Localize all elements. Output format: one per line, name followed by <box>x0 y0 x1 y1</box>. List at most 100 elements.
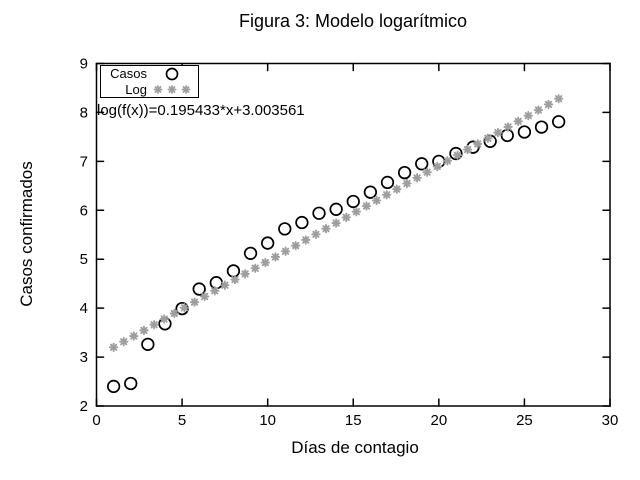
data-point-casos <box>226 264 241 278</box>
legend-markers <box>153 67 191 94</box>
data-point-log <box>250 263 260 273</box>
asterisk-arm <box>160 315 168 323</box>
data-point-log <box>280 246 291 256</box>
asterisk-arm <box>534 106 543 114</box>
asterisk-arm <box>150 321 158 329</box>
data-point-log <box>382 190 392 200</box>
y-tick-label: 5 <box>80 251 88 268</box>
data-point-log <box>351 207 362 217</box>
y-tick-label: 4 <box>80 300 88 317</box>
asterisk-arm <box>393 185 401 193</box>
data-point-log <box>442 156 453 166</box>
data-point-log <box>260 257 270 268</box>
asterisk-arm <box>312 230 320 238</box>
legend-casos-marker-icon <box>165 67 179 81</box>
data-point-log <box>422 167 432 177</box>
asterisk-arm <box>544 100 553 108</box>
x-tick-label: 25 <box>516 412 533 429</box>
data-point-log <box>119 337 129 347</box>
data-point-log <box>139 325 149 336</box>
asterisk-arm <box>180 304 189 312</box>
asterisk-arm <box>443 157 452 165</box>
data-point-log <box>159 314 169 324</box>
asterisk-arm <box>190 298 199 306</box>
data-point-casos <box>517 125 532 139</box>
data-point-log <box>523 111 533 121</box>
data-point-casos <box>329 202 343 216</box>
chart-title: Figura 3: Modelo logarítmico <box>238 11 468 31</box>
asterisk-arm <box>251 264 259 272</box>
asterisk-arm <box>130 332 138 340</box>
data-point-casos <box>552 115 566 129</box>
data-point-log <box>331 218 341 228</box>
data-point-log <box>452 150 463 160</box>
data-point-log <box>483 133 493 143</box>
asterisk-arm <box>514 117 522 125</box>
data-point-casos <box>500 128 514 143</box>
asterisk-arm <box>302 236 310 244</box>
asterisk-arm <box>170 309 178 318</box>
asterisk-arm <box>292 242 300 250</box>
data-point-log <box>321 224 331 234</box>
data-point-casos <box>295 215 309 230</box>
data-point-log <box>554 94 564 104</box>
legend-log-marker-icon <box>181 85 191 94</box>
asterisk-arm <box>383 191 391 199</box>
asterisk-arm <box>352 208 360 216</box>
data-point-log <box>462 144 473 155</box>
asterisk-arm <box>464 145 472 154</box>
data-point-log <box>402 178 412 189</box>
data-point-casos <box>415 157 429 171</box>
data-point-log <box>361 201 372 211</box>
series-log <box>108 94 564 352</box>
data-point-casos <box>243 246 258 260</box>
asterisk-arm <box>453 151 462 159</box>
y-tick-label: 2 <box>80 398 88 415</box>
data-point-log <box>220 280 230 290</box>
fit-equation-annotation: log(f(x))=0.195433*x+3.003561 <box>97 102 305 119</box>
data-point-log <box>371 195 382 206</box>
asterisk-arm <box>261 258 269 267</box>
y-tick-label: 3 <box>80 349 88 366</box>
data-point-casos <box>192 282 206 296</box>
asterisk-arm <box>271 253 280 261</box>
asterisk-arm <box>110 343 118 351</box>
data-point-log <box>169 308 179 319</box>
asterisk-arm <box>555 95 563 103</box>
data-point-log <box>210 286 220 296</box>
asterisk-arm <box>201 292 209 301</box>
data-point-casos <box>380 175 395 190</box>
data-point-log <box>291 240 301 251</box>
data-point-log <box>513 116 523 126</box>
asterisk-arm <box>332 219 340 227</box>
data-point-casos <box>449 146 463 161</box>
data-point-log <box>503 122 513 132</box>
data-point-casos <box>106 379 121 394</box>
asterisk-arm <box>403 179 411 188</box>
x-tick-label: 15 <box>345 412 362 429</box>
data-point-log <box>199 291 210 302</box>
asterisk-arm <box>433 162 441 171</box>
data-point-log <box>543 99 554 110</box>
data-point-log <box>301 235 311 245</box>
legend-label-casos: Casos <box>110 66 147 81</box>
asterisk-arm <box>342 213 350 221</box>
data-point-casos <box>312 206 326 220</box>
data-point-log <box>179 303 190 313</box>
legend-box: Casos Log <box>100 65 199 98</box>
y-tick-label: 8 <box>80 104 88 121</box>
x-tick-label: 10 <box>259 412 276 429</box>
data-point-casos <box>346 194 360 209</box>
data-point-log <box>432 161 442 172</box>
data-point-casos <box>124 376 138 391</box>
asterisk-arm <box>281 247 290 255</box>
asterisk-arm <box>413 174 421 182</box>
data-point-log <box>129 331 139 341</box>
data-point-log <box>108 342 119 352</box>
x-tick-label: 20 <box>430 412 447 429</box>
data-point-log <box>493 127 503 138</box>
y-tick-label: 6 <box>80 202 88 219</box>
data-point-casos <box>363 185 378 199</box>
